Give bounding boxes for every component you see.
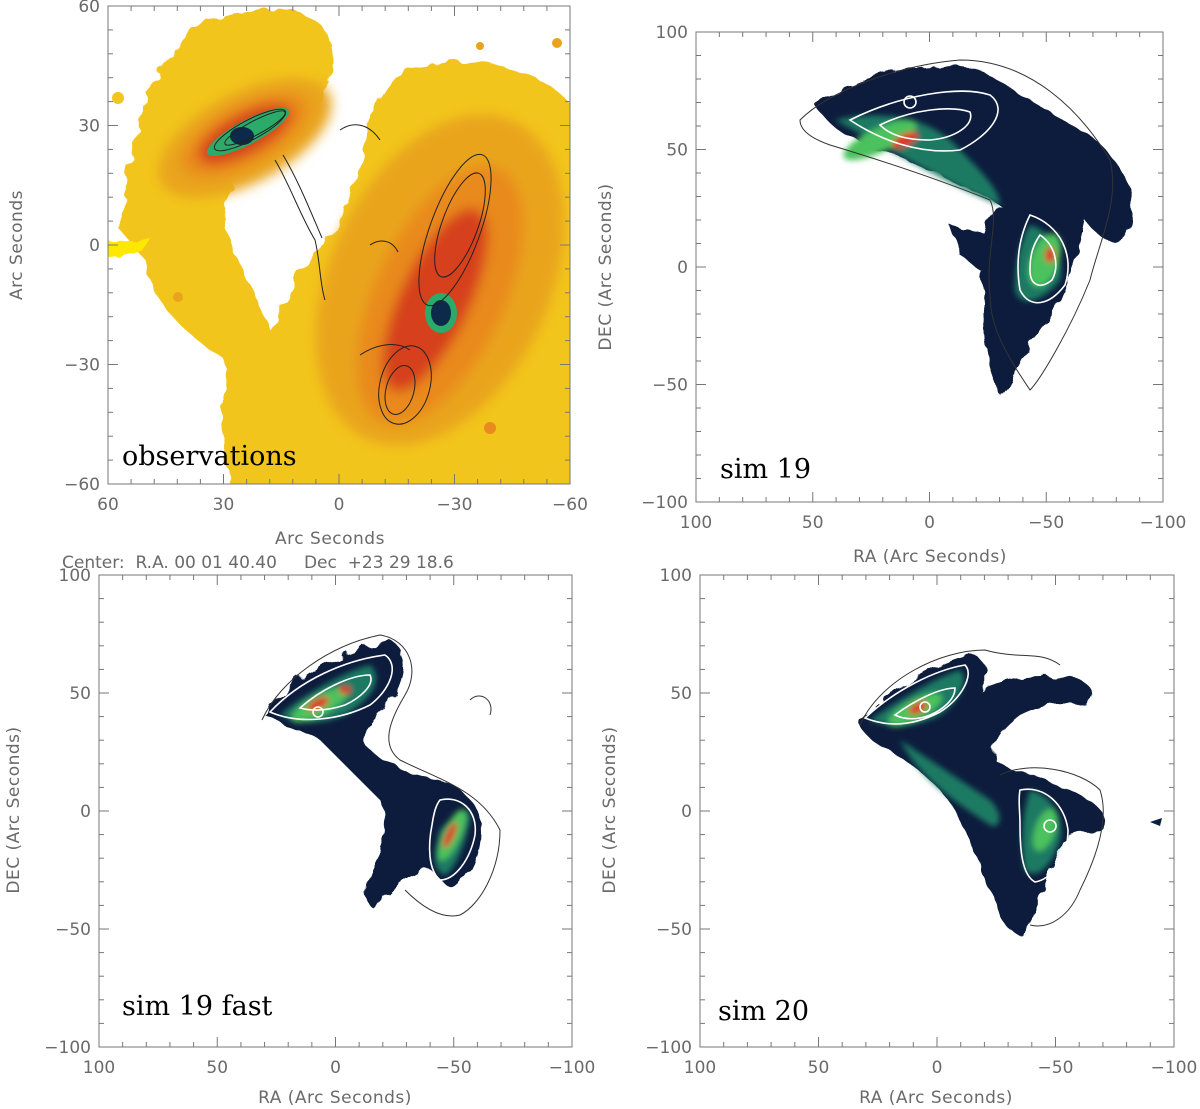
y-tick-label: −50 (656, 920, 692, 940)
panel-sim-20: sim 20 100 50 0 −50 −100 −100 −50 0 50 100 RA (Ar… (600, 566, 1197, 1108)
x-tick-label: 50 (802, 513, 824, 533)
x-axis-label-sim-19: RA (Arc Seconds) (853, 547, 1007, 567)
x-axis-label-observations: Arc Seconds (275, 529, 385, 549)
x-tick-label: 60 (97, 495, 119, 515)
y-tick-label: 100 (59, 566, 91, 586)
y-tick-label: 0 (89, 236, 100, 256)
x-tick-label: 0 (924, 513, 935, 533)
panel-label-sim-19: sim 19 (720, 454, 811, 485)
panel-observations: observations 60 30 0 −30 −60 −60 −30 0 30 60 Arc … (7, 0, 588, 573)
x-tick-label: −50 (1038, 1058, 1074, 1078)
sim-19-image (799, 59, 1133, 395)
sim-20-image (859, 649, 1162, 935)
x-tick-label: −100 (1140, 513, 1187, 533)
panel-label-sim-19-fast: sim 19 fast (122, 991, 273, 1022)
y-tick-label: −30 (64, 356, 100, 376)
x-tick-label: 50 (206, 1058, 228, 1078)
sim-19-fast-image (261, 634, 501, 917)
y-tick-label: −50 (652, 376, 688, 396)
axes-sim-19-fast: 100 50 0 −50 −100 −100 −50 0 50 100 (44, 566, 595, 1078)
y-tick-label: 100 (660, 566, 692, 586)
y-axis-label-sim-19-fast: DEC (Arc Seconds) (4, 726, 24, 893)
x-tick-label: 100 (680, 513, 712, 533)
y-tick-label: 0 (80, 802, 91, 822)
x-tick-label: 30 (213, 495, 235, 515)
x-tick-label: 0 (334, 495, 345, 515)
y-axis-label-sim-19: DEC (Arc Seconds) (596, 183, 616, 350)
center-coordinates: Center: R.A. 00 01 40.40 Dec +23 29 18.6 (62, 553, 454, 573)
x-tick-label: −100 (549, 1058, 596, 1078)
y-tick-label: 50 (670, 684, 692, 704)
axes-sim-19: 100 50 0 −50 −100 −100 −50 0 50 100 (641, 23, 1186, 533)
y-tick-label: 0 (681, 802, 692, 822)
y-tick-label: 30 (78, 117, 100, 137)
axes-sim-20: 100 50 0 −50 −100 −100 −50 0 50 100 (645, 566, 1197, 1078)
panel-sim-19-fast: sim 19 fast 100 50 0 −50 −100 −100 −50 0 50 100 R… (4, 566, 595, 1108)
panel-label-observations: observations (122, 441, 297, 472)
y-tick-label: −100 (641, 493, 688, 513)
y-tick-label: −100 (645, 1038, 692, 1058)
y-tick-label: 50 (69, 684, 91, 704)
y-tick-label: 60 (78, 0, 100, 17)
y-tick-label: −60 (64, 475, 100, 495)
x-tick-label: −50 (436, 1058, 472, 1078)
panel-label-sim-20: sim 20 (718, 996, 809, 1027)
y-tick-label: 50 (666, 141, 688, 161)
y-tick-label: 100 (656, 23, 688, 43)
y-axis-label-observations: Arc Seconds (7, 190, 27, 300)
observations-image (108, 9, 570, 484)
x-tick-label: −60 (552, 495, 588, 515)
x-tick-label: −50 (1028, 513, 1064, 533)
x-axis-label-sim-20: RA (Arc Seconds) (859, 1088, 1013, 1108)
y-tick-label: 0 (677, 258, 688, 278)
x-tick-label: 0 (330, 1058, 341, 1078)
x-tick-label: 100 (83, 1058, 115, 1078)
y-axis-label-sim-20: DEC (Arc Seconds) (600, 726, 620, 893)
sim-19-fast-frame (98, 574, 573, 1048)
panel-sim-19: sim 19 100 50 0 −50 −100 −100 −50 0 50 100 RA (Ar… (596, 23, 1186, 567)
axes-observations: 60 30 0 −30 −60 −60 −30 0 30 60 (64, 0, 588, 515)
x-tick-label: 0 (932, 1058, 943, 1078)
y-tick-label: −100 (44, 1038, 91, 1058)
x-tick-label: −100 (1151, 1058, 1198, 1078)
x-axis-label-sim-19-fast: RA (Arc Seconds) (258, 1088, 412, 1108)
y-tick-label: −50 (55, 920, 91, 940)
x-tick-label: −30 (437, 495, 473, 515)
x-tick-label: 100 (684, 1058, 716, 1078)
x-tick-label: 50 (808, 1058, 830, 1078)
